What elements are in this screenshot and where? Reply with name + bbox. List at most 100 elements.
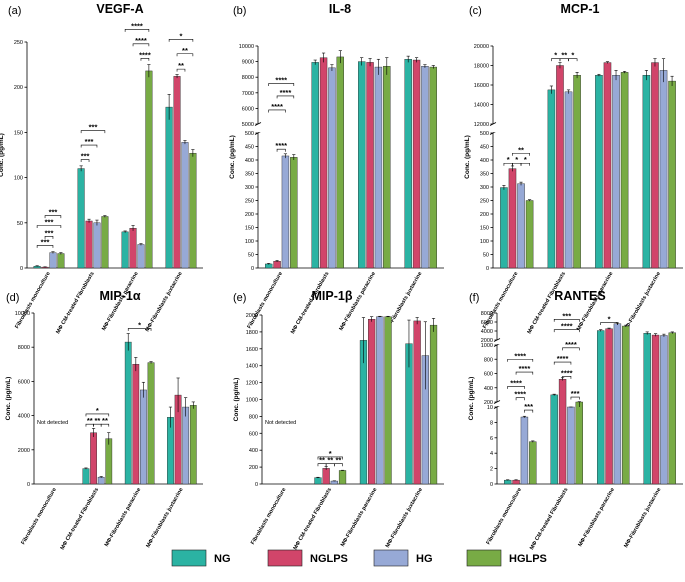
significance-bracket: [562, 376, 572, 379]
bar-ng: [82, 468, 90, 485]
y-tick-label: 600: [484, 372, 493, 378]
chart-title: MIP-1α: [99, 289, 140, 303]
significance-label: *: [507, 155, 510, 164]
y-tick-label: 2: [490, 467, 493, 473]
y-tick-label: 9000: [242, 60, 254, 66]
y-tick-label: 800: [484, 357, 493, 363]
bar-nglps: [651, 62, 659, 269]
y-tick-label: 100: [245, 239, 254, 245]
significance-bracket: [515, 371, 534, 375]
significance-label: *: [329, 449, 332, 458]
significance-label: *: [138, 320, 141, 329]
bar-ng: [550, 394, 558, 485]
y-tick-label: 0: [486, 266, 489, 272]
category-label: MΦ CM-treated Fibroblasts: [529, 487, 569, 551]
significance-label: ***: [49, 208, 58, 217]
y-tick-label: 8000: [481, 311, 493, 317]
significance-bracket: [36, 225, 62, 229]
bar-ng: [77, 168, 85, 269]
bar-ng: [165, 106, 173, 269]
y-tick-label: 8000: [242, 75, 254, 81]
chart-title: VEGF-A: [96, 2, 143, 16]
y-tick-label: 800: [249, 414, 258, 420]
y-axis-label: Conc. (pg/mL): [5, 377, 12, 421]
significance-bracket: [268, 109, 286, 113]
significance-label: ***: [41, 237, 50, 246]
bar-ng: [500, 187, 508, 269]
significance-label: **: [102, 416, 108, 425]
y-tick-label: 10000: [15, 311, 30, 317]
y-tick-label: 200: [484, 400, 493, 406]
y-axis-label: Conc. (pg/mL): [464, 135, 471, 179]
y-tick-label: 6000: [18, 379, 30, 385]
bar-ng: [643, 333, 651, 485]
significance-bracket: [600, 322, 618, 325]
significance-bracket: [570, 396, 580, 400]
bar-hg: [660, 335, 668, 485]
significance-bracket: [176, 53, 194, 57]
category-label: MΦ CM-treated Fibroblasts: [290, 271, 330, 335]
chart-panel: (c) MCP-1 0 50 100 150 200 250 300 350 400 450 500 12…: [464, 2, 684, 335]
y-tick-label: 500: [245, 131, 254, 137]
significance-label: *: [180, 31, 183, 40]
panel-label: (b): [233, 5, 246, 17]
y-tick-label: 350: [245, 172, 254, 178]
bar-hg: [659, 70, 668, 269]
bar-nglps: [366, 62, 374, 269]
significance-label: **: [182, 46, 188, 55]
y-axis-label: Conc. (pg/mL): [229, 135, 236, 179]
y-tick-label: 200: [14, 85, 23, 91]
y-tick-label: 450: [245, 145, 254, 151]
category-label: MΦ-Fibroblasts paracrine: [340, 487, 379, 548]
significance-label: *: [571, 51, 574, 60]
chart-panel: (a) VEGF-A 0 50 100 150 200 250 Conc. (pg/mL) Fib…: [0, 2, 203, 335]
significance-label: ****: [280, 88, 292, 97]
bar-hg: [517, 183, 525, 269]
significance-bracket: [124, 29, 150, 32]
category-label: MΦ-Fibroblasts juxtacrine: [145, 487, 184, 549]
bar-ng: [121, 231, 129, 269]
category-label: Fibroblasts monoculture: [486, 487, 523, 546]
not-detected-note: Not detected: [265, 420, 296, 426]
significance-label: ****: [275, 141, 287, 150]
y-tick-label: 100: [480, 239, 489, 245]
significance-bracket: [168, 38, 194, 42]
bar-hglps: [189, 405, 197, 485]
significance-bracket: [507, 386, 525, 389]
significance-label: *: [608, 314, 611, 323]
bar-hglps: [57, 253, 65, 269]
y-tick-label: 0: [490, 482, 493, 488]
bar-hg: [137, 244, 145, 269]
bar-hg: [281, 155, 290, 269]
y-tick-label: 0: [20, 266, 23, 272]
y-tick-label: 400: [249, 448, 258, 454]
significance-label: **: [87, 416, 93, 425]
significance-label: ***: [571, 389, 580, 398]
chart-title: IL-8: [329, 2, 351, 16]
bar-nglps: [173, 76, 181, 269]
category-label: Fibroblasts monoculture: [250, 487, 287, 546]
y-tick-label: 0: [255, 482, 258, 488]
y-axis-label: Conc. (pg/mL): [233, 378, 240, 422]
bar-hg: [564, 91, 573, 269]
bar-nglps: [368, 319, 376, 485]
significance-label: ***: [45, 228, 54, 237]
legend-item: HG: [373, 549, 433, 567]
significance-label: ****: [135, 36, 147, 45]
significance-bracket: [127, 328, 152, 331]
y-tick-label: 1800: [246, 330, 258, 336]
bar-hglps: [189, 152, 197, 269]
bar-hg: [328, 67, 336, 269]
significance-bracket: [553, 319, 580, 322]
bar-hglps: [525, 200, 534, 269]
bar-nglps: [412, 59, 421, 269]
bar-ng: [404, 59, 412, 269]
y-tick-label: 100: [14, 176, 23, 182]
y-tick-label: 16000: [474, 83, 489, 89]
y-tick-label: 2000: [481, 338, 493, 344]
bar-ng: [314, 477, 322, 485]
y-tick-label: 1000: [246, 398, 258, 404]
significance-label: ****: [514, 351, 526, 360]
bar-hg: [49, 252, 57, 269]
significance-label: **: [178, 61, 184, 70]
